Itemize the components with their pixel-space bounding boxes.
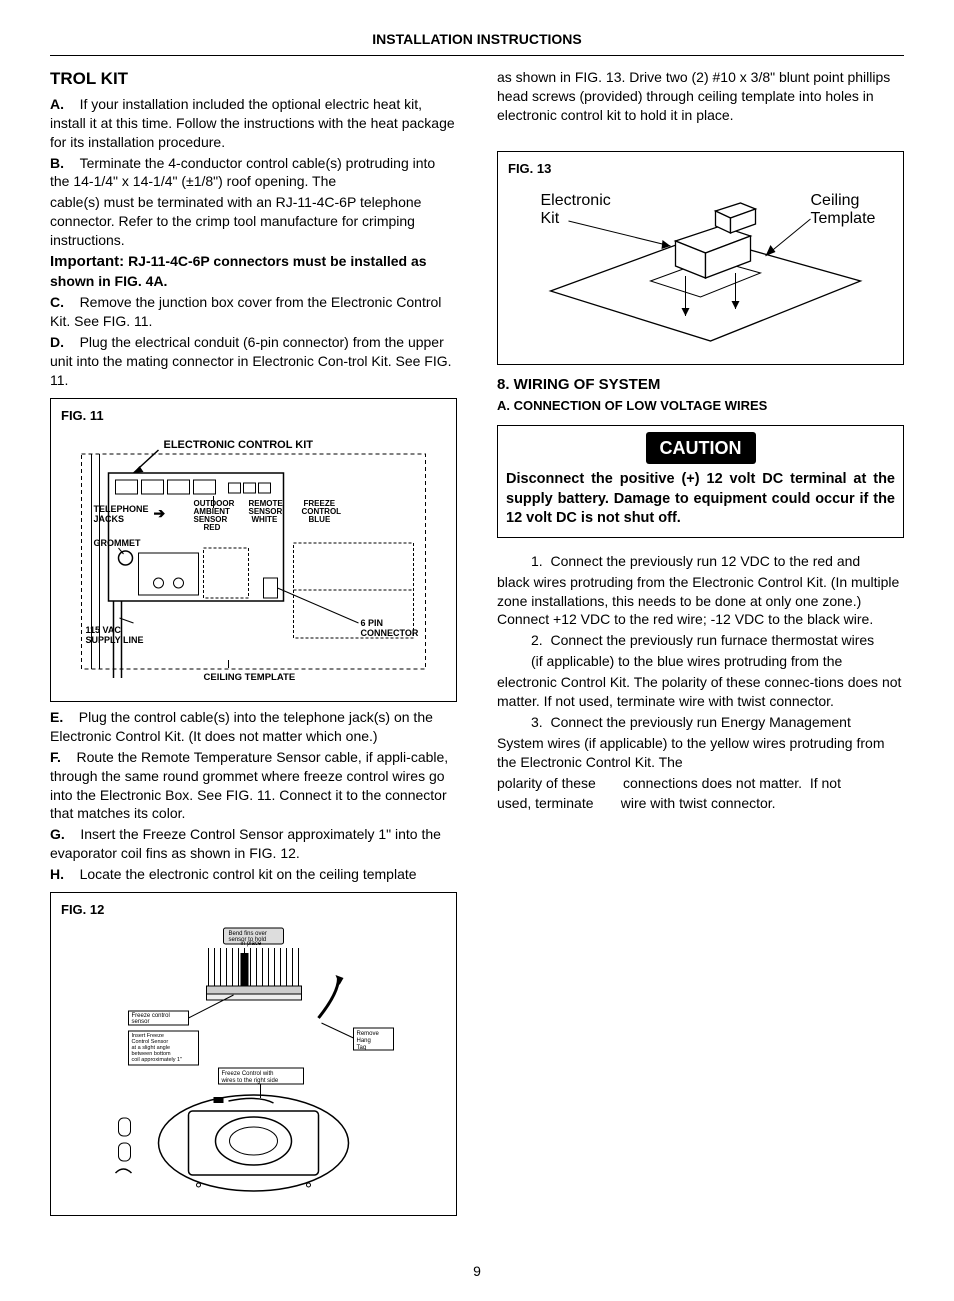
- left-column: TROL KIT A. If your installation include…: [50, 68, 457, 1223]
- fig11-grommet: GROMMET: [94, 538, 141, 548]
- svg-text:Remove: Remove: [357, 1031, 380, 1037]
- label-e: E.: [50, 709, 63, 725]
- svg-text:WHITE: WHITE: [252, 515, 278, 524]
- label-b: B.: [50, 155, 64, 171]
- svg-text:TELEPHONE: TELEPHONE: [94, 504, 149, 514]
- figure-13-label: FIG. 13: [508, 160, 893, 178]
- fig11-title-text: ELECTRONIC CONTROL KIT: [164, 439, 314, 451]
- right-column: as shown in FIG. 13. Drive two (2) #10 x…: [497, 68, 904, 1223]
- svg-text:RED: RED: [204, 523, 221, 532]
- wiring-2-line1: 2. Connect the previously run furnace th…: [497, 631, 904, 650]
- text-h: Locate the electronic control kit on the…: [80, 866, 417, 882]
- item-f: F. Route the Remote Temperature Sensor c…: [50, 748, 457, 824]
- item-b2: cable(s) must be terminated with an RJ-1…: [50, 193, 457, 250]
- right-top-para: as shown in FIG. 13. Drive two (2) #10 x…: [497, 68, 904, 125]
- section-8a-title: A. CONNECTION OF LOW VOLTAGE WIRES: [497, 397, 904, 415]
- fig13-ct: Ceiling: [811, 192, 860, 209]
- label-g: G.: [50, 826, 65, 842]
- fig13-ek: Electronic: [541, 192, 611, 209]
- svg-text:JACKS: JACKS: [94, 514, 125, 524]
- svg-text:wires to the right side: wires to the right side: [221, 1078, 279, 1084]
- wiring-3-line1: 3. Connect the previously run Energy Man…: [497, 713, 904, 732]
- text-d: Plug the electrical conduit (6-pin conne…: [50, 334, 452, 388]
- important-note: Important: RJ-11-4C-6P connectors must b…: [50, 252, 457, 291]
- text-c: Remove the junction box cover from the E…: [50, 294, 441, 329]
- svg-text:sensor: sensor: [132, 1019, 150, 1025]
- text-b1: Terminate the 4-conductor control cable(…: [50, 155, 435, 190]
- caution-header: CAUTION: [498, 426, 903, 468]
- label-a: A.: [50, 96, 64, 112]
- caution-body: Disconnect the positive (+) 12 volt DC t…: [498, 468, 903, 537]
- section-8-title: 8. WIRING OF SYSTEM: [497, 375, 904, 395]
- text-e: Plug the control cable(s) into the telep…: [50, 709, 433, 744]
- svg-text:115 VAC: 115 VAC: [86, 625, 122, 635]
- item-b1: B. Terminate the 4-conductor control cab…: [50, 154, 457, 192]
- item-a: A. If your installation included the opt…: [50, 95, 457, 152]
- text-g: Insert the Freeze Control Sensor approxi…: [50, 826, 441, 861]
- caution-badge: CAUTION: [646, 432, 756, 464]
- figure-13-box: FIG. 13 Electronic Kit Ceiling Template: [497, 151, 904, 365]
- svg-text:Tag: Tag: [357, 1045, 367, 1051]
- trol-kit-title: TROL KIT: [50, 68, 457, 91]
- label-f: F.: [50, 749, 61, 765]
- label-d: D.: [50, 334, 64, 350]
- important-label: Important:: [50, 253, 124, 270]
- page-header: INSTALLATION INSTRUCTIONS: [50, 30, 904, 56]
- svg-text:BLUE: BLUE: [309, 515, 331, 524]
- label-c: C.: [50, 294, 64, 310]
- svg-text:SUPPLY LINE: SUPPLY LINE: [86, 635, 144, 645]
- svg-text:Kit: Kit: [541, 210, 560, 227]
- svg-text:6 PIN: 6 PIN: [361, 618, 384, 628]
- svg-text:➔: ➔: [154, 505, 166, 521]
- figure-11-diagram: ELECTRONIC CONTROL KIT TELEPHONE JACKS ➔: [61, 428, 446, 688]
- figure-11-box: FIG. 11 ELECTRONIC CONTROL KIT: [50, 398, 457, 702]
- caution-box: CAUTION Disconnect the positive (+) 12 v…: [497, 425, 904, 538]
- svg-text:in place: in place: [241, 941, 262, 947]
- text-f: Route the Remote Temperature Sensor cabl…: [50, 749, 448, 822]
- svg-text:Template: Template: [811, 210, 876, 227]
- item-c: C. Remove the junction box cover from th…: [50, 293, 457, 331]
- figure-11-label: FIG. 11: [61, 407, 446, 425]
- item-d: D. Plug the electrical conduit (6-pin co…: [50, 333, 457, 390]
- svg-text:coil approximately 1": coil approximately 1": [132, 1057, 183, 1063]
- figure-12-label: FIG. 12: [61, 901, 446, 919]
- figure-12-box: FIG. 12 Bend fins over sensor to hold in…: [50, 892, 457, 1216]
- page-number: 9: [50, 1262, 904, 1281]
- figure-12-diagram: Bend fins over sensor to hold in place: [61, 923, 446, 1203]
- wiring-1-line1: 1. Connect the previously run 12 VDC to …: [497, 552, 904, 571]
- svg-text:Freeze Control with: Freeze Control with: [222, 1071, 274, 1077]
- item-g: G. Insert the Freeze Control Sensor appr…: [50, 825, 457, 863]
- svg-text:CONNECTOR: CONNECTOR: [361, 628, 419, 638]
- fig11-ceiling: CEILING TEMPLATE: [204, 672, 296, 683]
- svg-text:Hang: Hang: [357, 1038, 371, 1044]
- label-h: H.: [50, 866, 64, 882]
- item-e: E. Plug the control cable(s) into the te…: [50, 708, 457, 746]
- two-column-layout: TROL KIT A. If your installation include…: [50, 68, 904, 1223]
- item-h: H. Locate the electronic control kit on …: [50, 865, 457, 884]
- figure-13-diagram: Electronic Kit Ceiling Template: [508, 181, 893, 351]
- text-a: If your installation included the option…: [50, 96, 455, 150]
